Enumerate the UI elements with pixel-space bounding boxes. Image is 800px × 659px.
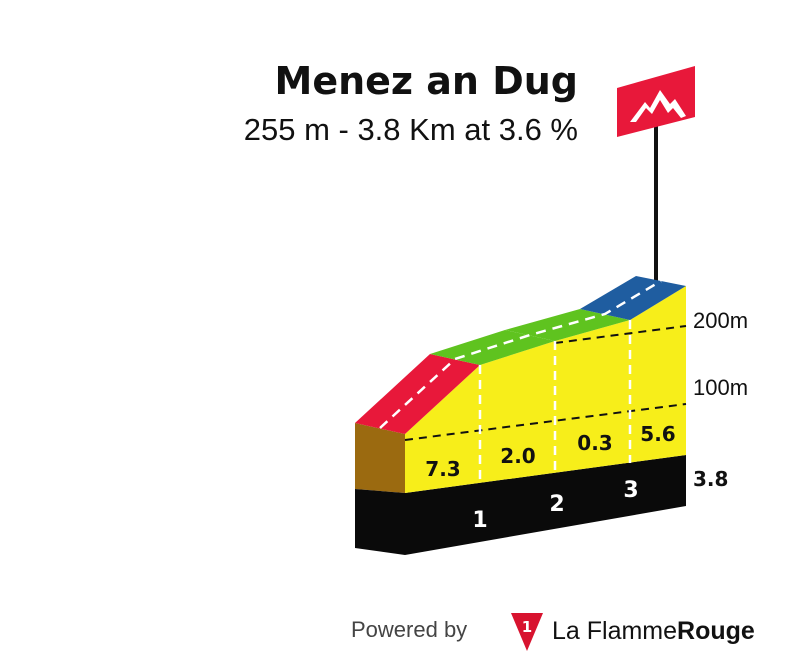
segment-gradient-label: 2.0 — [500, 444, 535, 468]
profile-front-fill — [405, 286, 686, 493]
segment-gradient-label: 7.3 — [425, 457, 460, 481]
segment-top-km-1 — [355, 354, 480, 434]
brand-name-first: La Flamme — [552, 617, 677, 645]
chart-title: Menez an Dug — [275, 59, 578, 103]
road-centerline — [379, 279, 662, 429]
km-marker-label: 3 — [623, 478, 638, 503]
brand-name: La FlammeRouge — [552, 617, 755, 645]
powered-by-text: Powered by — [351, 617, 467, 642]
total-distance-label: 3.8 — [693, 467, 728, 491]
gridline-0m — [404, 403, 687, 441]
y-axis-label-200m: 200m — [693, 308, 748, 333]
y-axis-label-100m: 100m — [693, 375, 748, 400]
profile-side-face — [355, 423, 405, 493]
profile-base — [355, 455, 686, 555]
segment-gradient-label: 0.3 — [577, 431, 612, 455]
flamme-rouge-logo-icon: 1 — [511, 613, 543, 651]
summit-flag — [617, 66, 695, 285]
km-marker-label: 1 — [472, 508, 487, 533]
logo-glyph: 1 — [522, 618, 532, 636]
km-marker-label: 2 — [549, 492, 564, 517]
mountain-icon — [630, 90, 686, 122]
chart-subtitle: 255 m - 3.8 Km at 3.6 % — [244, 112, 578, 147]
segment-gradient-label: 5.6 — [640, 422, 675, 446]
brand-name-second: Rouge — [677, 617, 755, 645]
